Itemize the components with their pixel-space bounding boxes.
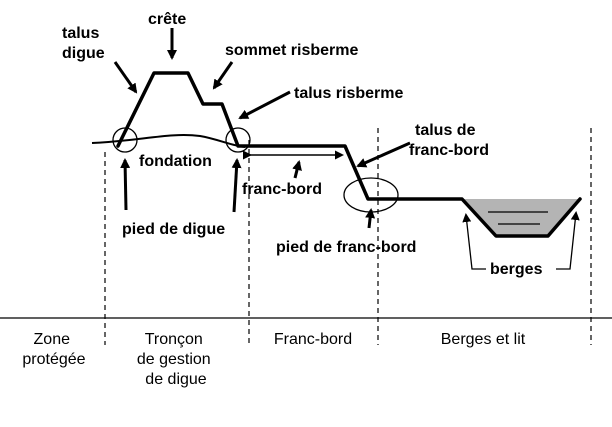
- levee-toe-circle-left: [112, 127, 138, 153]
- pied-de-digue-label: pied de digue: [122, 221, 225, 238]
- levee-toe-circle-right: [225, 127, 251, 153]
- pied-de-digue-pointer-left: [120, 158, 131, 211]
- troncon-label: Tronçon de gestion de digue: [137, 331, 215, 388]
- talus-risberme-label: talus risberme: [294, 85, 403, 102]
- sommet-risberme-label: sommet risberme: [225, 42, 358, 59]
- franc-bord-zone-label: Franc-bord: [274, 331, 352, 348]
- berm-toe-ellipse: [343, 177, 399, 213]
- talus-digue-label: talus digue: [62, 25, 105, 62]
- talus-franc-bord-label: talus de franc-bord: [409, 122, 489, 159]
- berges-left-bracket: [462, 213, 486, 270]
- pied-de-digue-pointer-right: [231, 158, 242, 213]
- berges-right-bracket: [556, 211, 580, 270]
- foundation-ground-line: [91, 133, 246, 148]
- zone-protegee-label: Zone protégée: [22, 331, 85, 368]
- crete-label: crête: [148, 11, 186, 28]
- talus-franc-bord-pointer: [356, 141, 411, 168]
- berges-et-lit-zone-label: Berges et lit: [441, 331, 526, 348]
- sommet-risberme-pointer: [212, 61, 234, 90]
- river-water: [462, 199, 580, 236]
- franc-bord-label: franc-bord: [242, 181, 322, 198]
- berges-label: berges: [490, 261, 543, 278]
- talus-digue-pointer: [113, 61, 138, 94]
- talus-risberme-pointer: [238, 90, 291, 120]
- fondation-label: fondation: [139, 153, 212, 170]
- pied-de-franc-bord-pointer: [365, 208, 376, 229]
- pied-de-franc-bord-label: pied de franc-bord: [276, 239, 416, 256]
- franc-bord-pointer: [292, 160, 302, 179]
- levee-profile: [116, 71, 582, 238]
